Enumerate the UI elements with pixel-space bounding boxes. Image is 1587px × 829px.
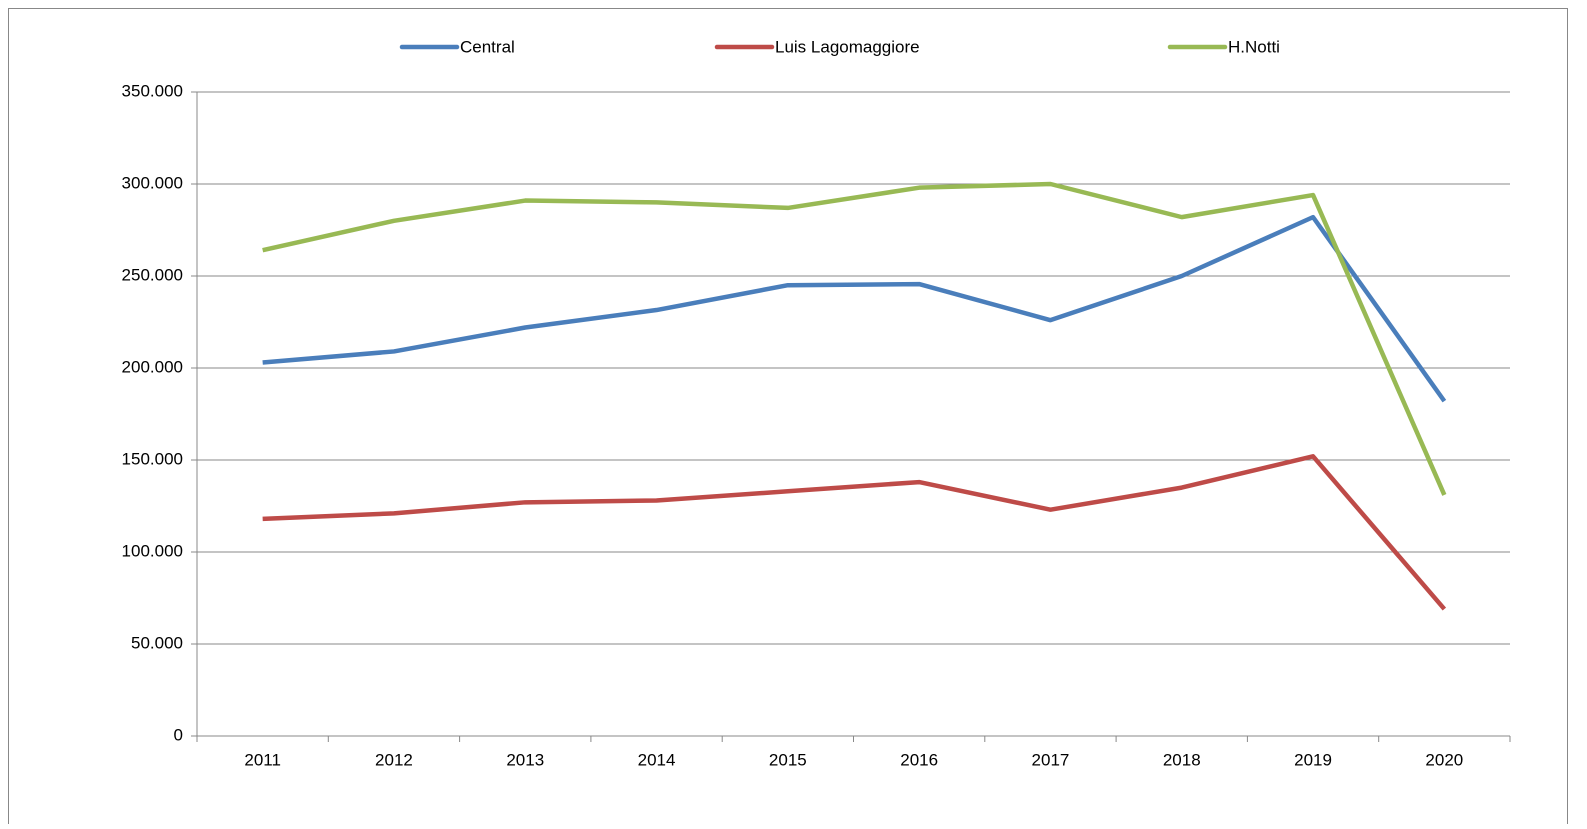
x-tick-label: 2012 (375, 750, 413, 769)
x-tick-label: 2017 (1032, 750, 1070, 769)
y-tick-label: 0 (174, 725, 183, 744)
legend-label: Luis Lagomaggiore (775, 37, 920, 56)
legend-label: H.Notti (1228, 37, 1280, 56)
x-tick-label: 2014 (638, 750, 676, 769)
series-line (262, 181, 1447, 496)
y-tick-label: 250.000 (122, 265, 183, 284)
y-tick-label: 300.000 (122, 173, 183, 192)
chart-frame (8, 8, 1568, 829)
x-tick-label: 2018 (1163, 750, 1201, 769)
y-tick-label: 350.000 (122, 81, 183, 100)
x-tick-label: 2011 (244, 750, 281, 769)
x-tick-label: 2020 (1425, 750, 1463, 769)
x-tick-label: 2016 (900, 750, 938, 769)
legend-label: Central (460, 37, 515, 56)
y-tick-label: 50.000 (131, 633, 183, 652)
y-tick-label: 100.000 (122, 541, 183, 560)
y-tick-label: 150.000 (122, 449, 183, 468)
x-tick-label: 2013 (506, 750, 544, 769)
series-line (262, 454, 1447, 611)
y-tick-label: 200.000 (122, 357, 183, 376)
series-line (262, 214, 1447, 403)
x-tick-label: 2015 (769, 750, 807, 769)
x-tick-label: 2019 (1294, 750, 1332, 769)
